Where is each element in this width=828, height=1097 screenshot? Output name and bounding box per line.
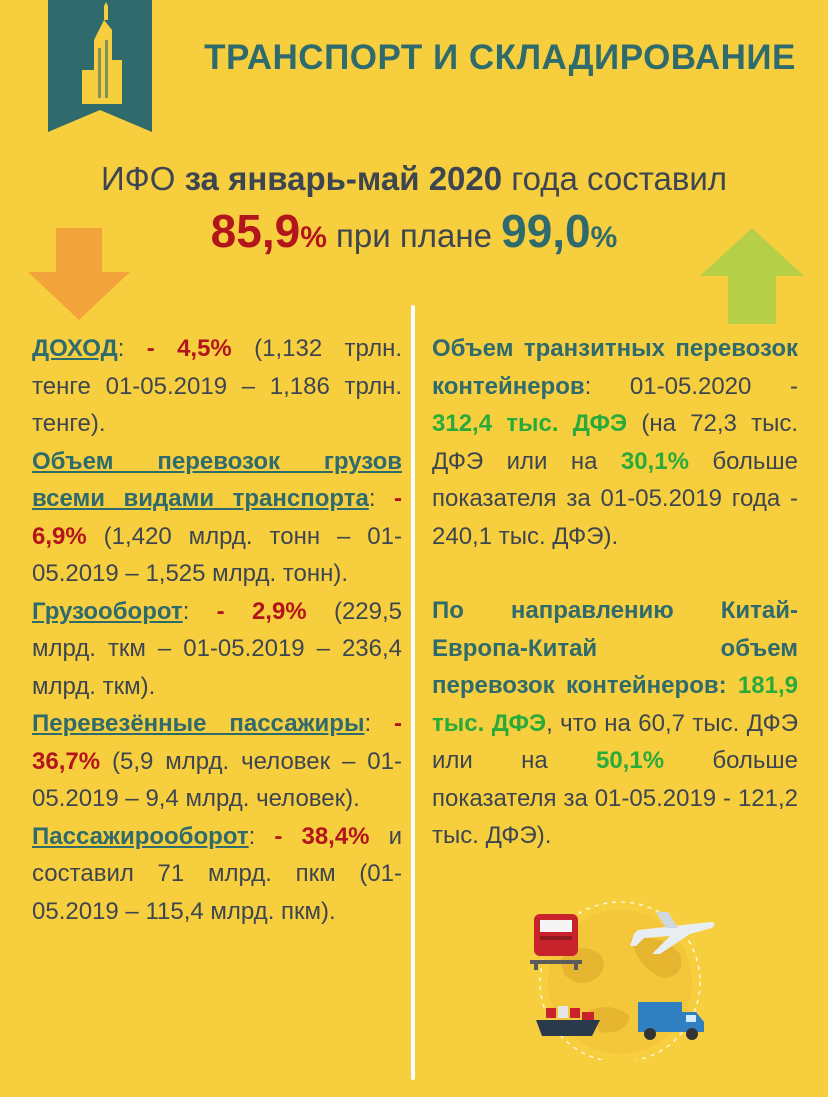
- up-arrow-icon: [700, 228, 804, 324]
- down-arrow-icon: [28, 228, 130, 320]
- truck-icon: [638, 1002, 704, 1040]
- headline-line-1: ИФО за январь-май 2020 года составил: [100, 160, 728, 197]
- right-column: Объем транзитных перевозок контейнеров: …: [432, 330, 798, 855]
- ship-icon: [536, 1006, 600, 1036]
- left-column: ДОХОД: - 4,5% (1,132 трлн. тенге 01-05.2…: [32, 330, 402, 930]
- passenger-turnover-paragraph: Пассажирооборот: - 38,4% и составил 71 м…: [32, 822, 403, 925]
- plan-value: 99,0: [501, 205, 591, 257]
- column-divider: [411, 305, 415, 1080]
- freight-turnover-paragraph: Грузооборот: - 2,9% (229,5 млрд. ткм – 0…: [32, 597, 402, 700]
- cargo-volume-paragraph: Объем перевозок грузов всеми видами тран…: [32, 447, 403, 588]
- airplane-icon: [630, 912, 715, 954]
- train-icon: [530, 914, 582, 970]
- title-banner: [48, 0, 152, 132]
- passengers-paragraph: Перевезённые пассажиры: - 36,7% (5,9 млр…: [32, 710, 402, 812]
- actual-value: 85,9: [210, 205, 301, 257]
- income-paragraph: ДОХОД: - 4,5% (1,132 трлн. тенге 01-05.2…: [32, 335, 402, 437]
- logistics-illustration: [530, 901, 715, 1060]
- headline-line-2: 85,9% при плане 99,0%: [210, 205, 618, 257]
- transit-containers-paragraph: Объем транзитных перевозок контейнеров: …: [432, 335, 799, 550]
- page-title: ТРАНСПОРТ И СКЛАДИРОВАНИЕ: [204, 38, 796, 77]
- china-europe-paragraph: По направлению Китай-Европа-Китай объем …: [432, 597, 798, 849]
